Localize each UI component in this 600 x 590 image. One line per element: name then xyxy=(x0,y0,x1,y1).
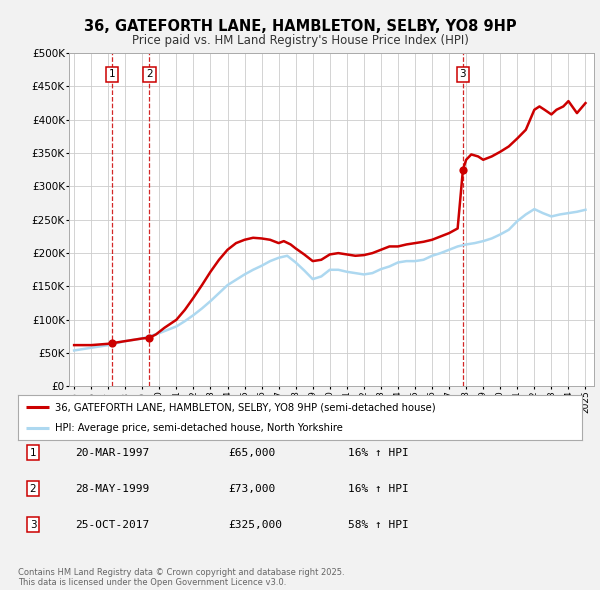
Text: 1: 1 xyxy=(29,448,37,457)
Text: 36, GATEFORTH LANE, HAMBLETON, SELBY, YO8 9HP (semi-detached house): 36, GATEFORTH LANE, HAMBLETON, SELBY, YO… xyxy=(55,402,435,412)
Text: 3: 3 xyxy=(29,520,37,529)
Text: 20-MAR-1997: 20-MAR-1997 xyxy=(75,448,149,457)
Text: 16% ↑ HPI: 16% ↑ HPI xyxy=(348,448,409,457)
Text: £325,000: £325,000 xyxy=(228,520,282,529)
Text: £73,000: £73,000 xyxy=(228,484,275,493)
Text: HPI: Average price, semi-detached house, North Yorkshire: HPI: Average price, semi-detached house,… xyxy=(55,424,343,434)
Text: £65,000: £65,000 xyxy=(228,448,275,457)
Text: 28-MAY-1999: 28-MAY-1999 xyxy=(75,484,149,493)
Text: Price paid vs. HM Land Registry's House Price Index (HPI): Price paid vs. HM Land Registry's House … xyxy=(131,34,469,47)
Point xyxy=(145,333,154,343)
Text: 2: 2 xyxy=(146,70,152,80)
Text: Contains HM Land Registry data © Crown copyright and database right 2025.
This d: Contains HM Land Registry data © Crown c… xyxy=(18,568,344,587)
Text: 3: 3 xyxy=(460,70,466,80)
Text: 25-OCT-2017: 25-OCT-2017 xyxy=(75,520,149,529)
Text: 36, GATEFORTH LANE, HAMBLETON, SELBY, YO8 9HP: 36, GATEFORTH LANE, HAMBLETON, SELBY, YO… xyxy=(83,19,517,34)
Text: 1: 1 xyxy=(109,70,115,80)
Point xyxy=(458,165,468,175)
Text: 2: 2 xyxy=(29,484,37,493)
Text: 58% ↑ HPI: 58% ↑ HPI xyxy=(348,520,409,529)
Text: 16% ↑ HPI: 16% ↑ HPI xyxy=(348,484,409,493)
Point xyxy=(107,339,117,348)
